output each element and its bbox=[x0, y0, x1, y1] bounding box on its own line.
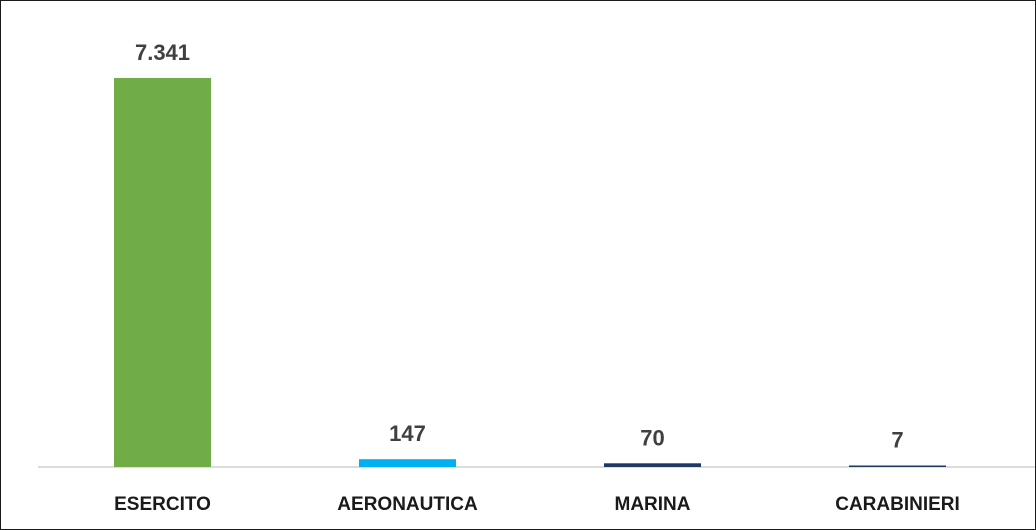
value-label-carabinieri: 7 bbox=[891, 428, 903, 453]
bar-carabinieri bbox=[849, 465, 946, 467]
category-label-esercito: ESERCITO bbox=[114, 494, 211, 515]
value-label-aeronautica: 147 bbox=[389, 421, 426, 446]
bar-marina bbox=[604, 463, 701, 467]
category-label-aeronautica: AERONAUTICA bbox=[337, 494, 478, 515]
bar-esercito bbox=[114, 78, 211, 467]
category-label-carabinieri: CARABINIERI bbox=[835, 494, 960, 515]
bar-aeronautica bbox=[359, 459, 456, 467]
value-label-marina: 70 bbox=[640, 425, 664, 450]
category-label-marina: MARINA bbox=[615, 494, 691, 515]
value-label-esercito: 7.341 bbox=[135, 40, 190, 65]
